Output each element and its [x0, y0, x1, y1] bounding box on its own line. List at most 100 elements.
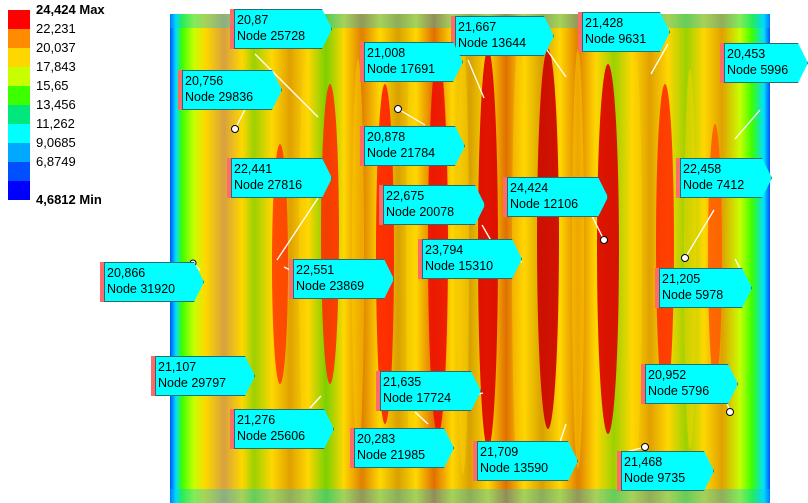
probe-callout[interactable]: 22,551 Node 23869: [289, 259, 394, 299]
callout-box: [582, 12, 670, 52]
callout-node: Node 17691: [367, 62, 436, 76]
callout-node: Node 15310: [425, 259, 494, 273]
callout-box: [234, 9, 332, 49]
callout-value: 21,635: [383, 375, 422, 389]
callout-value: 24,424: [510, 181, 549, 195]
callout-node: Node 29797: [158, 376, 227, 390]
callout-marker: [720, 43, 724, 83]
probe-callout[interactable]: 21,709 Node 13590: [473, 441, 578, 481]
callout-text: 20,756 Node 29836: [185, 73, 253, 105]
callout-node: Node 13590: [480, 461, 549, 475]
probe-callout[interactable]: 21,468 Node 9735: [617, 451, 714, 491]
probe-callout[interactable]: 20,952 Node 5796: [641, 364, 738, 404]
callout-value: 20,878: [367, 130, 406, 144]
callout-marker: [376, 371, 380, 411]
callout-marker: [230, 409, 234, 449]
probe-callout[interactable]: 21,428 Node 9631: [578, 12, 670, 52]
probe-callout[interactable]: 20,878 Node 21784: [360, 126, 465, 166]
callout-box: [104, 262, 204, 302]
legend-swatch-3: [8, 67, 30, 86]
callout-marker: [230, 9, 234, 49]
probe-callout[interactable]: 21,276 Node 25606: [230, 409, 334, 449]
legend-swatch-5: [8, 105, 30, 124]
callout-marker: [617, 451, 621, 491]
probe-callout[interactable]: 23,794 Node 15310: [418, 239, 522, 279]
callout-text: 21,428 Node 9631: [585, 15, 646, 47]
legend-swatch-9: [8, 181, 30, 200]
legend-level-label: 15,65: [36, 78, 69, 93]
callout-marker: [418, 239, 422, 279]
callout-marker: [473, 441, 477, 481]
color-legend: 24,424 Max 22,231 20,037 17,843 15,65 13…: [0, 0, 170, 230]
callout-marker: [360, 126, 364, 166]
callout-text: 22,441 Node 27816: [234, 161, 302, 193]
probe-callout[interactable]: 22,675 Node 20078: [379, 185, 485, 225]
callout-value: 20,952: [648, 368, 687, 382]
callout-marker: [350, 428, 354, 468]
callout-text: 22,675 Node 20078: [386, 188, 454, 220]
callout-box: [364, 126, 465, 166]
callout-node: Node 21985: [357, 448, 426, 462]
probe-callout[interactable]: 21,635 Node 17724: [376, 371, 481, 411]
callout-value: 21,107: [158, 360, 197, 374]
probe-callout[interactable]: 21,107 Node 29797: [151, 356, 255, 396]
hot-band: [537, 49, 559, 429]
probe-callout[interactable]: 21,008 Node 17691: [360, 42, 463, 82]
callout-box: [383, 185, 485, 225]
probe-callout[interactable]: 20,866 Node 31920: [100, 262, 204, 302]
callout-box: [380, 371, 481, 411]
hot-band: [656, 84, 674, 404]
callout-node: Node 29836: [185, 90, 254, 104]
legend-level-label: 11,262: [36, 116, 75, 131]
callout-box: [477, 441, 578, 481]
callout-text: 20,866 Node 31920: [107, 265, 175, 297]
callout-node: Node 13644: [458, 36, 527, 50]
callout-value: 22,675: [386, 189, 425, 203]
callout-marker: [100, 262, 104, 302]
callout-node: Node 25728: [237, 29, 306, 43]
callout-text: 21,709 Node 13590: [480, 444, 548, 476]
probe-callout[interactable]: 22,458 Node 7412: [676, 158, 772, 198]
probe-callout[interactable]: 22,441 Node 27816: [227, 158, 332, 198]
probe-callout[interactable]: 21,205 Node 5978: [655, 268, 752, 308]
callout-marker: [151, 356, 155, 396]
probe-callout[interactable]: 20,87 Node 25728: [230, 9, 332, 49]
callout-text: 24,424 Node 12106: [510, 180, 578, 212]
callout-box: [354, 428, 454, 468]
hot-band: [376, 84, 394, 424]
hot-band: [597, 64, 619, 434]
callout-text: 21,205 Node 5978: [662, 271, 723, 303]
legend-level-label: 17,843: [36, 59, 76, 74]
callout-box: [234, 409, 334, 449]
probe-callout[interactable]: 20,283 Node 21985: [350, 428, 454, 468]
probe-callout[interactable]: 20,756 Node 29836: [178, 70, 282, 110]
callout-value: 20,87: [237, 13, 269, 27]
callout-marker: [641, 364, 645, 404]
probe-callout[interactable]: 20,453 Node 5996: [720, 43, 808, 83]
callout-text: 20,87 Node 25728: [237, 12, 305, 44]
callout-marker: [578, 12, 582, 52]
callout-value: 22,551: [296, 263, 335, 277]
legend-min-label: 4,6812 Min: [36, 192, 102, 207]
callout-box: [364, 42, 463, 82]
callout-box: [621, 451, 714, 491]
callout-value: 21,468: [624, 455, 663, 469]
callout-box: [231, 158, 332, 198]
probe-callout[interactable]: 21,667 Node 13644: [451, 16, 554, 56]
callout-node: Node 5978: [662, 288, 724, 302]
callout-box: [182, 70, 282, 110]
callout-box: [680, 158, 772, 198]
callout-marker: [451, 16, 455, 56]
callout-value: 21,205: [662, 272, 701, 286]
callout-box: [293, 259, 394, 299]
callout-text: 22,551 Node 23869: [296, 262, 364, 294]
callout-text: 21,667 Node 13644: [458, 19, 526, 51]
callout-text: 21,008 Node 17691: [367, 45, 435, 77]
hot-band-group: [272, 49, 722, 449]
callout-node: Node 17724: [383, 391, 452, 405]
callout-value: 20,756: [185, 74, 224, 88]
bottom-edge: [170, 489, 770, 503]
callout-value: 21,428: [585, 16, 624, 30]
callout-value: 21,008: [367, 46, 406, 60]
probe-callout[interactable]: 24,424 Node 12106: [503, 177, 608, 217]
